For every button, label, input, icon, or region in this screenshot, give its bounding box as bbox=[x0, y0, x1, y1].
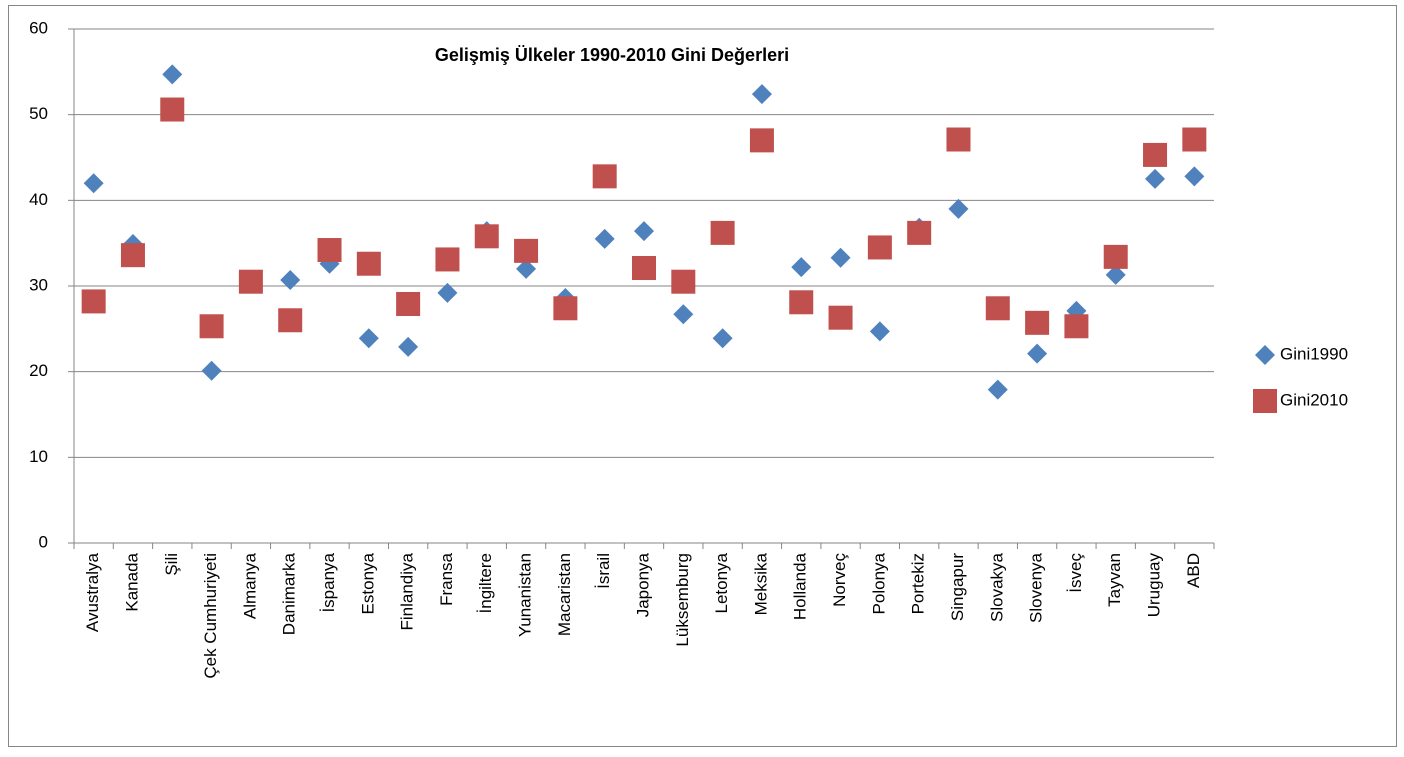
point bbox=[238, 269, 263, 294]
point bbox=[83, 173, 104, 194]
x-tick-label: ABD bbox=[1184, 553, 1203, 588]
point bbox=[751, 84, 772, 105]
point bbox=[1145, 168, 1166, 189]
x-tick-label: Danimarka bbox=[280, 552, 299, 635]
point bbox=[1184, 166, 1205, 187]
x-tick-label: Yunanistan bbox=[516, 553, 535, 637]
point bbox=[278, 308, 303, 333]
x-tick-label: Lüksemburg bbox=[673, 553, 692, 647]
x-tick-label: Meksika bbox=[751, 552, 770, 615]
point bbox=[634, 221, 654, 242]
x-tick-label: Japonya bbox=[633, 552, 652, 617]
y-tick-label: 50 bbox=[29, 104, 48, 123]
x-tick-label: Çek Cumhuriyeti bbox=[201, 553, 220, 679]
x-tick-label: Polonya bbox=[869, 552, 888, 614]
y-tick-label: 30 bbox=[29, 275, 48, 294]
point bbox=[1103, 244, 1128, 269]
point bbox=[553, 296, 578, 321]
point bbox=[985, 296, 1010, 321]
x-tick-label: Avustralya bbox=[83, 552, 102, 632]
point bbox=[396, 291, 421, 316]
point bbox=[280, 270, 301, 291]
x-tick-label: İngiltere bbox=[476, 553, 495, 613]
point bbox=[948, 198, 969, 219]
x-tick-label: İspanya bbox=[319, 552, 338, 612]
x-tick-label: Kanada bbox=[122, 552, 141, 611]
x-tick-label: İsveç bbox=[1066, 553, 1085, 593]
point bbox=[830, 247, 851, 268]
y-tick-label: 40 bbox=[29, 190, 48, 209]
point bbox=[671, 269, 696, 294]
point bbox=[317, 238, 342, 263]
point bbox=[199, 314, 224, 339]
legend-label: Gini1990 bbox=[1280, 344, 1348, 363]
point bbox=[1182, 127, 1207, 152]
point bbox=[356, 251, 381, 276]
point bbox=[632, 256, 656, 281]
point bbox=[201, 360, 222, 381]
y-tick-label: 0 bbox=[39, 532, 48, 551]
chart-title: Gelişmiş Ülkeler 1990-2010 Gini Değerler… bbox=[435, 45, 789, 65]
x-tick-label: Letonya bbox=[712, 552, 731, 613]
chart-border bbox=[8, 5, 1397, 747]
point bbox=[162, 64, 183, 85]
point bbox=[592, 164, 617, 189]
point bbox=[358, 328, 379, 349]
x-tick-label: Şili bbox=[162, 553, 181, 576]
point bbox=[1105, 264, 1126, 285]
x-tick-label: Macaristan bbox=[555, 553, 574, 636]
point bbox=[673, 304, 694, 325]
point bbox=[789, 290, 814, 315]
point bbox=[435, 247, 460, 272]
x-tick-label: Portekiz bbox=[909, 553, 928, 614]
point bbox=[437, 282, 458, 303]
x-tick-label: Norveç bbox=[830, 553, 849, 607]
point bbox=[710, 220, 735, 245]
point bbox=[791, 257, 812, 278]
point bbox=[946, 127, 971, 152]
point bbox=[749, 128, 774, 153]
point bbox=[712, 328, 733, 349]
point bbox=[160, 97, 185, 122]
x-tick-label: İsrail bbox=[594, 553, 613, 589]
x-tick-label: Slovakya bbox=[987, 552, 1006, 622]
legend-label: Gini2010 bbox=[1280, 390, 1348, 409]
x-tick-label: Hollanda bbox=[791, 552, 810, 620]
legend-marker bbox=[1253, 389, 1277, 413]
point bbox=[987, 379, 1008, 400]
point bbox=[474, 224, 499, 249]
point bbox=[1027, 343, 1048, 364]
y-tick-label: 10 bbox=[29, 447, 48, 466]
point bbox=[594, 228, 615, 249]
point bbox=[907, 220, 932, 245]
x-tick-label: Tayvan bbox=[1105, 553, 1124, 607]
point bbox=[828, 305, 853, 330]
point bbox=[867, 235, 892, 260]
y-tick-label: 60 bbox=[29, 18, 48, 37]
x-tick-label: Finlandiya bbox=[398, 552, 417, 630]
point bbox=[120, 243, 145, 268]
x-tick-label: Estonya bbox=[358, 552, 377, 614]
point bbox=[1025, 310, 1050, 335]
x-tick-label: Singapur bbox=[948, 553, 967, 621]
x-tick-label: Slovenya bbox=[1027, 552, 1046, 622]
x-tick-label: Almanya bbox=[240, 552, 259, 619]
point bbox=[869, 321, 890, 342]
point bbox=[514, 238, 539, 263]
legend-marker bbox=[1255, 345, 1275, 365]
x-tick-label: Uruguay bbox=[1145, 553, 1164, 618]
point bbox=[1143, 142, 1168, 167]
point bbox=[1064, 314, 1089, 339]
point bbox=[398, 336, 419, 357]
x-tick-label: Fransa bbox=[437, 552, 456, 605]
y-tick-label: 20 bbox=[29, 361, 48, 380]
point bbox=[516, 258, 537, 279]
point bbox=[319, 253, 340, 274]
point bbox=[81, 289, 106, 314]
